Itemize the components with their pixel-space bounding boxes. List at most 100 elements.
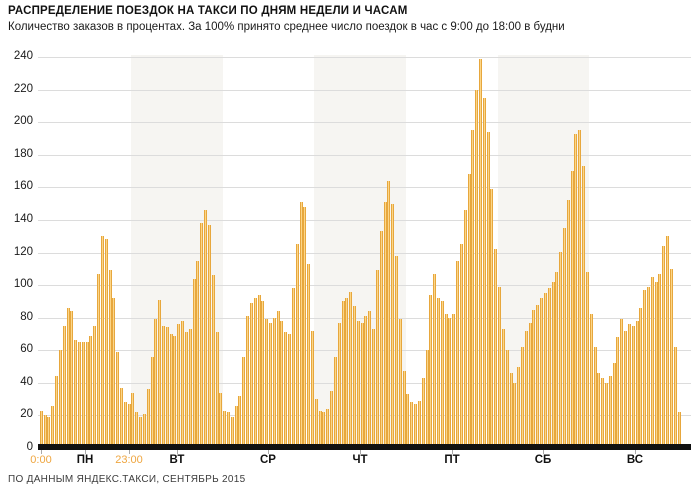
bar-ВС-5 [608, 376, 612, 448]
bar-ПН-23 [127, 404, 131, 448]
x-axis-line [38, 444, 691, 450]
bar-ЧТ-6 [337, 323, 341, 448]
day-label-ВТ: ВТ [169, 454, 185, 466]
bar-СБ-14 [551, 282, 555, 448]
bar-ВС-3 [601, 378, 605, 448]
bar-ВС-14 [643, 290, 647, 448]
bar-ВС-11 [631, 326, 635, 448]
bar-СР-22 [307, 264, 311, 448]
bar-ПТ-9 [440, 301, 444, 448]
bar-СР-14 [276, 311, 280, 448]
bar-ЧТ-21 [394, 256, 398, 448]
bar-ПТ-1 [410, 402, 414, 448]
bar-ВТ-22 [215, 332, 219, 448]
bar-ВС-17 [654, 282, 658, 448]
bar-ВТ-0 [131, 393, 135, 448]
y-axis-label-60: 60 [20, 343, 33, 355]
bar-ВС-23 [677, 412, 681, 448]
bar-ВС-21 [669, 269, 673, 448]
bar-ПТ-7 [433, 274, 437, 448]
bar-ВТ-20 [207, 225, 211, 448]
bar-ВТ-1 [135, 412, 139, 448]
bar-СБ-7 [524, 331, 528, 448]
page-title: РАСПРЕДЕЛЕНИЕ ПОЕЗДОК НА ТАКСИ ПО ДНЯМ Н… [8, 5, 408, 17]
y-axis-label-100: 100 [13, 278, 33, 290]
y-axis-label-220: 220 [13, 83, 33, 95]
day-label-ПТ: ПТ [444, 454, 460, 466]
bar-СБ-2 [505, 350, 509, 448]
bar-ПН-8 [70, 311, 74, 448]
y-axis-label-20: 20 [20, 408, 33, 420]
bar-ВТ-19 [204, 210, 207, 448]
bar-СР-16 [284, 332, 288, 448]
bar-СБ-4 [513, 383, 517, 448]
bar-ЧТ-22 [398, 319, 402, 448]
bar-ПН-2 [47, 417, 51, 448]
bar-ВТ-17 [196, 261, 200, 448]
bar-ВТ-18 [200, 223, 204, 448]
bar-ПН-10 [78, 342, 81, 448]
bar-СБ-16 [559, 252, 563, 448]
bar-СБ-12 [543, 293, 547, 448]
day-label-ВС: ВС [626, 454, 644, 466]
bar-СР-0 [223, 411, 227, 448]
bar-СБ-22 [582, 166, 585, 448]
bar-СБ-20 [574, 134, 578, 448]
axis-tick-СБ [543, 450, 544, 454]
bar-СБ-21 [578, 130, 582, 448]
bar-СБ-1 [501, 329, 505, 448]
day-label-СР: СР [260, 454, 276, 466]
bar-ПТ-2 [414, 404, 417, 448]
bar-ПН-22 [123, 402, 127, 448]
bar-ЧТ-5 [333, 357, 337, 448]
gridline-140 [38, 220, 691, 221]
bar-ЧТ-20 [391, 204, 395, 448]
axis-tick-ПН [85, 450, 86, 454]
bar-ВС-15 [646, 287, 650, 448]
bar-СБ-9 [532, 310, 536, 448]
bar-ПТ-12 [452, 314, 456, 448]
bar-ВТ-11 [173, 336, 177, 448]
bar-ВС-7 [616, 337, 620, 448]
bar-СБ-19 [570, 171, 574, 448]
gridline-100 [38, 285, 691, 286]
bar-ВТ-5 [150, 357, 154, 448]
bar-СР-10 [261, 301, 265, 448]
bar-ВТ-13 [181, 321, 185, 448]
bar-СР-18 [291, 288, 295, 448]
y-axis-label-40: 40 [20, 376, 33, 388]
bar-ПТ-13 [456, 261, 459, 448]
bar-ПТ-0 [406, 394, 410, 448]
bar-СР-8 [253, 298, 257, 448]
bar-ПН-3 [51, 406, 55, 448]
bar-ЧТ-16 [375, 270, 379, 448]
bar-ВТ-15 [188, 329, 192, 448]
bar-СБ-8 [528, 323, 532, 448]
bar-ЧТ-12 [360, 323, 364, 448]
day-label-ЧТ: ЧТ [352, 454, 368, 466]
source-note: ПО ДАННЫМ ЯНДЕКС.ТАКСИ, СЕНТЯБРЬ 2015 [8, 474, 246, 485]
bar-ПН-15 [97, 274, 101, 448]
bar-СБ-10 [536, 305, 540, 448]
bar-ПТ-4 [421, 378, 425, 448]
bar-ЧТ-2 [322, 412, 326, 448]
bar-ВС-9 [624, 331, 627, 448]
bar-ЧТ-1 [318, 411, 322, 448]
y-axis-label-80: 80 [20, 311, 33, 323]
bar-ПН-6 [62, 326, 66, 448]
bar-ПН-17 [104, 239, 108, 448]
bar-ПН-19 [112, 298, 116, 448]
day-label-ПН: ПН [76, 454, 94, 466]
gridline-120 [38, 253, 691, 254]
bar-ПТ-8 [436, 298, 440, 448]
bar-СР-19 [295, 244, 299, 448]
axis-tick-ВТ [177, 450, 178, 454]
bar-ПТ-20 [482, 98, 486, 448]
bar-ВС-13 [639, 308, 643, 448]
bar-СР-17 [288, 334, 291, 448]
bar-ПН-13 [89, 336, 93, 448]
bar-ВТ-2 [139, 417, 143, 448]
bar-ПТ-23 [494, 249, 498, 448]
bar-ПТ-21 [486, 132, 490, 448]
y-axis-label-240: 240 [13, 50, 33, 62]
